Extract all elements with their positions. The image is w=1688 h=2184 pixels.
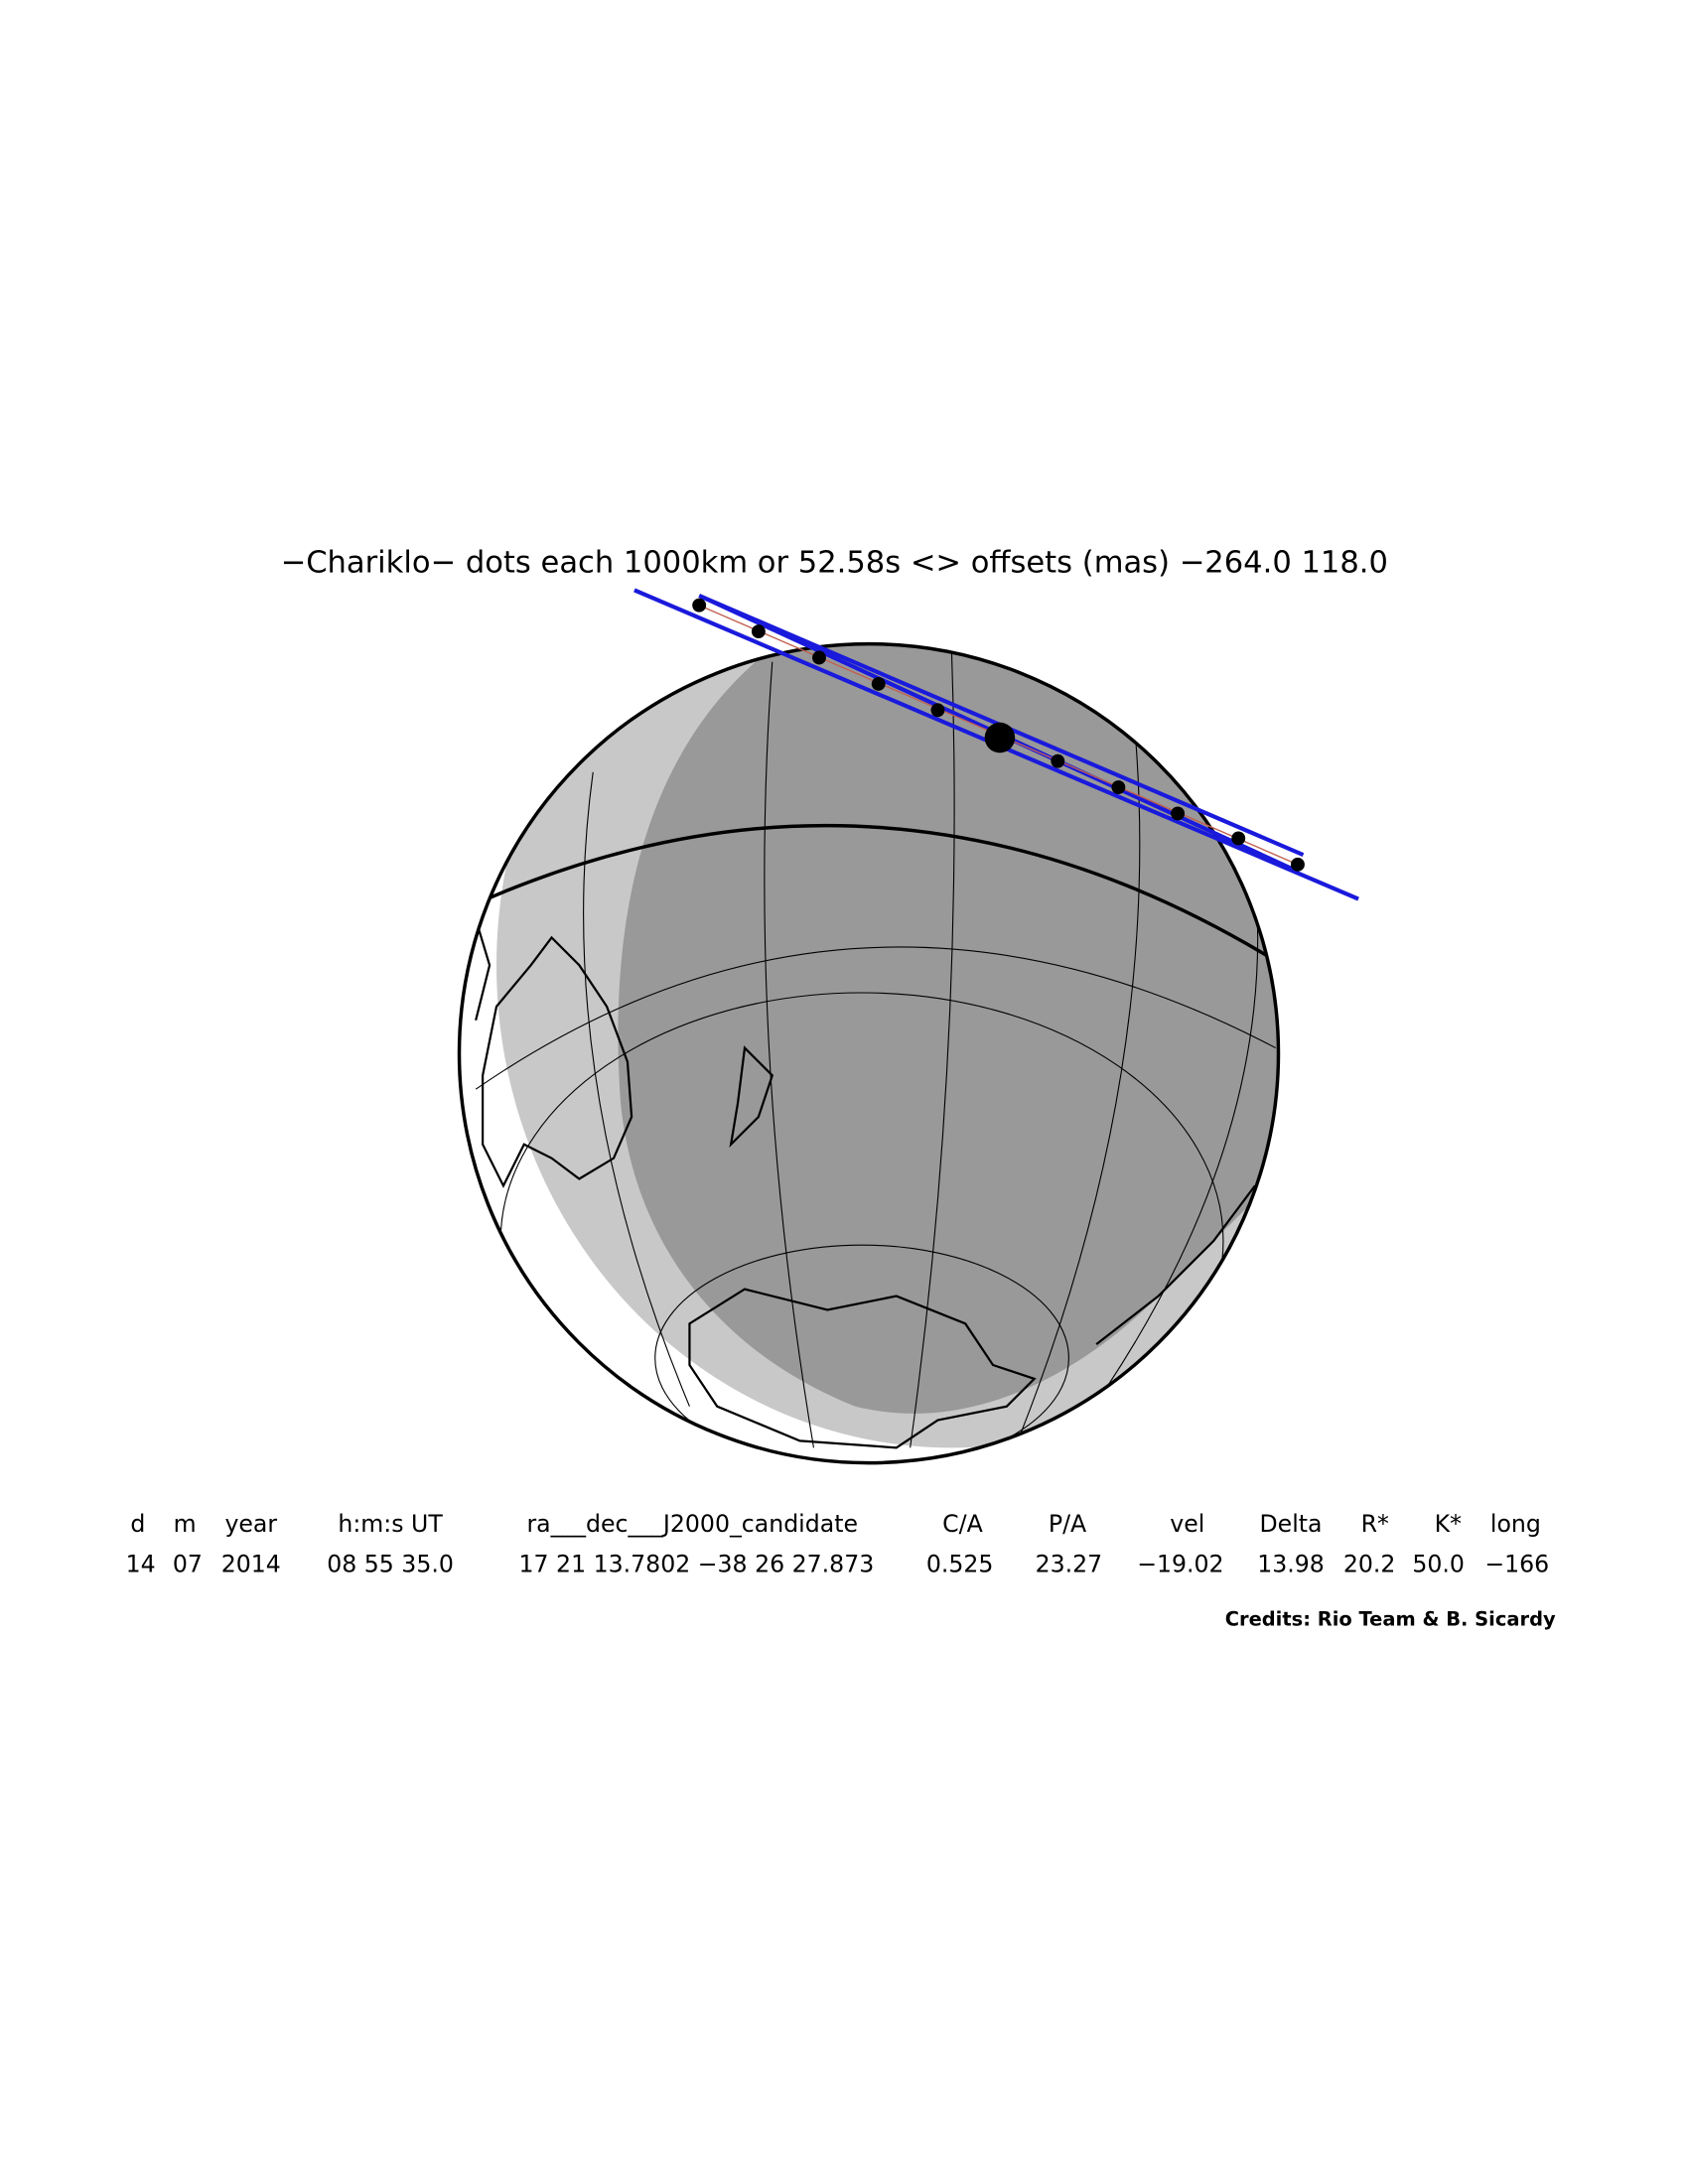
globe-outline bbox=[457, 641, 1281, 1465]
occultation-path bbox=[633, 588, 1359, 901]
column-header: year bbox=[224, 1510, 277, 1538]
column-value: 20.2 bbox=[1343, 1550, 1396, 1577]
column-value: 08 55 35.0 bbox=[327, 1550, 454, 1577]
column-header: h:m:s UT bbox=[338, 1510, 443, 1538]
credits: Credits: Rio Team & B. Sicardy bbox=[1225, 1607, 1556, 1630]
column-value: 23.27 bbox=[1036, 1550, 1103, 1577]
column-value: −166 bbox=[1484, 1550, 1549, 1577]
column-value: −19.02 bbox=[1137, 1550, 1223, 1577]
globe bbox=[457, 641, 1281, 1465]
column-header: long bbox=[1490, 1510, 1541, 1538]
column-value: 14 bbox=[126, 1550, 156, 1577]
column-value: 07 bbox=[173, 1550, 203, 1577]
column-header: d bbox=[130, 1510, 145, 1538]
column-header: m bbox=[174, 1510, 197, 1538]
title: −Chariklo− dots each 1000km or 52.58s <>… bbox=[281, 545, 1388, 580]
column-header: vel bbox=[1170, 1510, 1204, 1538]
column-header: K* bbox=[1435, 1510, 1462, 1538]
night-zone bbox=[618, 643, 1279, 1414]
parameter-table: d m year h:m:s UT ra___dec___J2000_candidate… bbox=[126, 1510, 1550, 1577]
column-header: P/A bbox=[1049, 1510, 1086, 1538]
column-value: 13.98 bbox=[1257, 1550, 1325, 1577]
column-header: C/A bbox=[942, 1510, 983, 1538]
column-value: 2014 bbox=[221, 1550, 281, 1577]
column-value: 50.0 bbox=[1412, 1550, 1465, 1577]
column-header: Delta bbox=[1260, 1510, 1323, 1538]
column-header: ra___dec___J2000_candidate bbox=[526, 1510, 858, 1538]
equator bbox=[461, 823, 1279, 967]
column-value: 17 21 13.7802 −38 26 27.873 bbox=[519, 1550, 875, 1577]
column-header: R* bbox=[1361, 1510, 1389, 1538]
time-dots bbox=[692, 598, 1305, 872]
column-value: 0.525 bbox=[926, 1550, 994, 1577]
